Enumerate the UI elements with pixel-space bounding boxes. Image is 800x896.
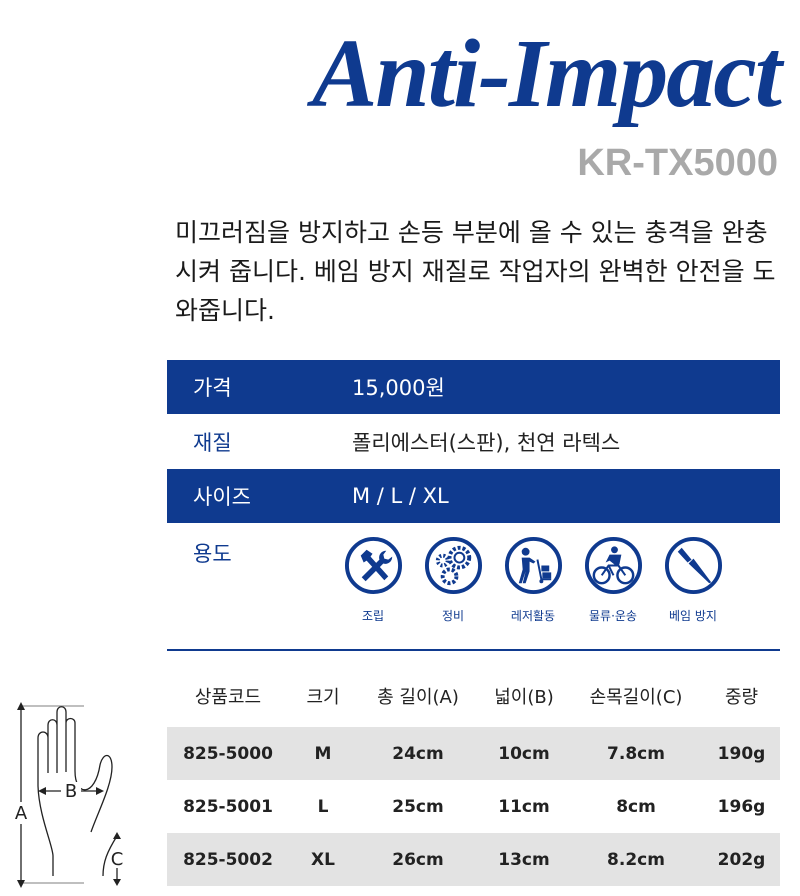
table-cell: 7.8cm <box>607 743 665 764</box>
table-cell: 825-5000 <box>183 743 273 764</box>
size-table: 상품코드 크기 총 길이(A) 넓이(B) 손목길이(C) 중량 825-500… <box>167 665 780 886</box>
column-header: 중량 <box>724 687 759 708</box>
product-description: 미끄러짐을 방지하고 손등 부분에 올 수 있는 충격을 완충시켜 줍니다. 베… <box>175 218 776 325</box>
spec-row-price: 가격 15,000원 <box>167 360 780 414</box>
cyclist-icon <box>584 536 642 595</box>
usage-item: 정비 <box>413 536 493 624</box>
spec-row-material: 재질 폴리에스터(스판), 천연 라텍스 <box>167 415 780 469</box>
dimension-label-c: C <box>111 849 124 870</box>
spec-value: M / L / XL <box>352 484 449 508</box>
usage-item-label: 정비 <box>441 609 465 623</box>
column-header: 손목길이(C) <box>589 687 683 708</box>
spec-label: 사이즈 <box>193 485 251 509</box>
usage-item: 물류·운송 <box>573 536 653 624</box>
spec-value: 15,000원 <box>352 376 445 400</box>
table-cell: 10cm <box>498 743 550 764</box>
column-header: 상품코드 <box>194 687 262 708</box>
usage-item: 조립 <box>333 536 413 624</box>
knife-icon <box>664 536 722 595</box>
table-cell: M <box>314 743 332 764</box>
column-header: 총 길이(A) <box>377 687 459 708</box>
product-title: Anti-Impact <box>311 20 782 128</box>
table-cell: 24cm <box>392 743 444 764</box>
table-cell: L <box>317 796 329 817</box>
table-cell: 196g <box>717 796 766 817</box>
table-cell: 13cm <box>498 849 550 870</box>
model-code: KR-TX5000 <box>577 142 778 184</box>
table-row: 825-5001 L 25cm 11cm 8cm 196g <box>167 780 780 833</box>
table-row: 825-5000 M 24cm 10cm 7.8cm 190g <box>167 727 780 780</box>
table-cell: 11cm <box>498 796 550 817</box>
table-cell: 825-5002 <box>183 849 273 870</box>
tools-icon <box>344 536 402 595</box>
section-divider <box>167 649 780 651</box>
spec-row-size: 사이즈 M / L / XL <box>167 469 780 523</box>
usage-item: 베임 방지 <box>653 536 733 624</box>
table-cell: 190g <box>717 743 766 764</box>
table-cell: 825-5001 <box>183 796 273 817</box>
usage-item-label: 조립 <box>361 609 385 623</box>
usage-item-label: 레저활동 <box>510 609 556 623</box>
usage-item: 레저활동 <box>493 536 573 624</box>
spec-value: 폴리에스터(스판), 천연 라텍스 <box>352 431 621 455</box>
glove-size-diagram: A B C <box>13 702 124 888</box>
table-cell: 25cm <box>392 796 444 817</box>
usage-item-label: 베임 방지 <box>669 609 717 623</box>
table-row: 825-5002 XL 26cm 13cm 8.2cm 202g <box>167 833 780 886</box>
usage-label: 용도 <box>193 542 232 566</box>
table-cell: 8.2cm <box>607 849 665 870</box>
hand-truck-icon <box>504 536 562 595</box>
gears-icon <box>424 536 482 595</box>
dimension-label-b: B <box>65 781 77 802</box>
dimension-label-a: A <box>15 803 28 824</box>
table-cell: XL <box>311 849 335 870</box>
spec-label: 재질 <box>193 431 232 455</box>
usage-icons: 조립 정비 레저활동 물류·운송 베임 방지 <box>333 536 733 624</box>
table-cell: 8cm <box>616 796 656 817</box>
table-cell: 26cm <box>392 849 444 870</box>
spec-label: 가격 <box>193 376 232 400</box>
table-header: 상품코드 크기 총 길이(A) 넓이(B) 손목길이(C) 중량 <box>167 665 780 727</box>
column-header: 넓이(B) <box>494 687 554 708</box>
table-cell: 202g <box>717 849 766 870</box>
usage-item-label: 물류·운송 <box>589 609 637 623</box>
column-header: 크기 <box>306 687 340 708</box>
